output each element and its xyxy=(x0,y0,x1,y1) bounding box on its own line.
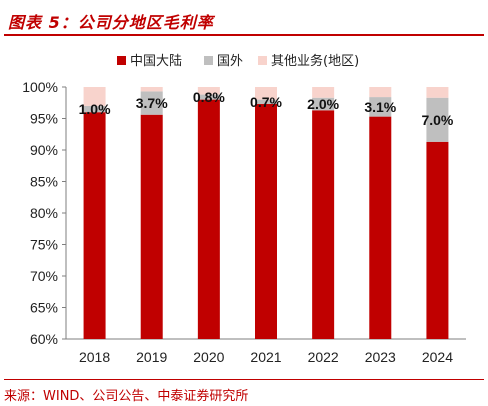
bar-segment-other xyxy=(83,87,106,106)
bar-segment-overseas xyxy=(197,94,220,100)
bar-segment-other xyxy=(369,87,392,98)
legend-label: 中国大陆 xyxy=(130,53,182,69)
data-label: 0.7% xyxy=(250,94,282,110)
bar-segment-mainland xyxy=(255,104,277,339)
bar-segment-mainland xyxy=(83,112,106,339)
bar-segment-overseas xyxy=(369,97,392,117)
y-tick-label: 90% xyxy=(30,142,58,158)
y-tick-label: 95% xyxy=(30,111,58,127)
y-tick-label: 85% xyxy=(30,174,58,190)
y-tick-label: 60% xyxy=(30,331,58,347)
source-note: 来源：WIND、公司公告、中泰证券研究所 xyxy=(4,389,249,404)
bar-segment-overseas xyxy=(312,97,335,111)
y-tick-label: 65% xyxy=(30,300,58,316)
bar-segment-overseas xyxy=(83,105,106,113)
x-tick-label: 2021 xyxy=(250,349,281,365)
y-tick-label: 75% xyxy=(30,237,58,253)
y-tick-label: 100% xyxy=(22,79,58,95)
legend-label: 国外 xyxy=(217,54,243,69)
data-label: 0.8% xyxy=(193,89,225,105)
bar-segment-mainland xyxy=(426,141,449,339)
data-label: 3.7% xyxy=(136,95,168,111)
data-label: 3.1% xyxy=(364,99,396,115)
bar-segment-other xyxy=(312,87,335,98)
bar-segment-mainland xyxy=(369,116,392,339)
bar-segment-other xyxy=(140,87,163,92)
legend-swatch xyxy=(204,56,213,65)
bar-segment-overseas xyxy=(255,99,277,105)
data-label: 7.0% xyxy=(421,112,453,128)
bar-segment-mainland xyxy=(312,110,335,339)
bar-segment-other xyxy=(255,87,277,100)
x-tick-label: 2020 xyxy=(193,349,224,365)
title-bar: 图表 5：公司分地区毛利率 xyxy=(4,6,484,36)
x-tick-label: 2023 xyxy=(365,349,396,365)
data-label: 2.0% xyxy=(307,96,339,112)
bar-segment-other xyxy=(426,87,449,98)
data-label: 1.0% xyxy=(79,101,111,117)
legend-label: 其他业务(地区) xyxy=(271,53,359,69)
x-tick-label: 2019 xyxy=(136,349,167,365)
bar-segment-other xyxy=(197,87,220,95)
source-divider xyxy=(4,379,484,380)
x-tick-label: 2022 xyxy=(308,349,339,365)
x-tick-label: 2024 xyxy=(422,349,453,365)
y-tick-label: 80% xyxy=(30,205,58,221)
chart-title: 图表 5：公司分地区毛利率 xyxy=(8,13,214,32)
bar-segment-overseas xyxy=(426,97,449,142)
bar-segment-overseas xyxy=(140,91,163,115)
bar-segment-mainland xyxy=(197,99,220,339)
legend-swatch xyxy=(258,56,267,65)
legend-swatch xyxy=(117,56,126,65)
bar-segment-mainland xyxy=(140,114,163,339)
y-tick-label: 70% xyxy=(30,268,58,284)
x-tick-label: 2018 xyxy=(79,349,110,365)
